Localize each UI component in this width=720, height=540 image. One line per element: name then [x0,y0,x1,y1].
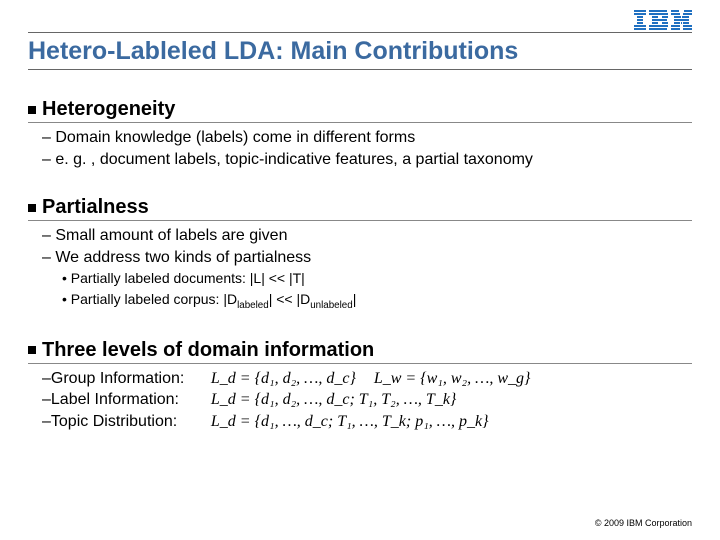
slide-title: Hetero-Lableled LDA: Main Contributions [28,37,692,66]
section-heterogeneity: Heterogeneity Domain knowledge (labels) … [28,98,692,170]
bullet-item: Small amount of labels are given [42,225,692,247]
math-expression: L_d = {d₁, d₂, …, d_c; T₁, T₂, …, T_k} [211,389,456,411]
bullet-item: Label Information: L_d = {d₁, d₂, …, d_c… [42,389,692,411]
bullet-item: Group Information: L_d = {d₁, d₂, …, d_c… [42,368,692,390]
text-fragment: | [353,291,357,307]
subscript: labeled [237,299,269,310]
rule-under-title [28,69,692,70]
square-bullet-icon [28,346,36,354]
row-label: Label Information: [51,389,201,411]
row-label: Group Information: [51,368,201,390]
text-fragment: | << |D [269,291,311,307]
subscript: unlabeled [310,299,353,310]
math-expression: L_d = {d₁, …, d_c; T₁, …, T_k; p₁, …, p_… [211,411,489,433]
square-bullet-icon [28,106,36,114]
bullet-item: Topic Distribution: L_d = {d₁, …, d_c; T… [42,411,692,433]
bullet-item: We address two kinds of partialness [42,247,692,269]
row-label: Topic Distribution: [51,411,201,433]
bullet-item: e. g. , document labels, topic-indicativ… [42,149,692,171]
section-partialness: Partialness Small amount of labels are g… [28,196,692,312]
rule-top [28,32,692,33]
heading-text: Heterogeneity [42,98,175,121]
sub-bullet-item: Partially labeled documents: |L| << |T| [62,268,692,288]
section-heading: Heterogeneity [28,98,692,123]
math-expression: L_w = {w₁, w₂, …, w_g} [374,368,531,390]
section-heading: Three levels of domain information [28,339,692,364]
ibm-logo [634,10,692,30]
heading-text: Three levels of domain information [42,339,374,362]
math-expression: L_d = {d₁, d₂, …, d_c} [211,368,356,390]
bullet-item: Domain knowledge (labels) come in differ… [42,127,692,149]
section-heading: Partialness [28,196,692,221]
section-three-levels: Three levels of domain information Group… [28,339,692,433]
sub-bullet-item: Partially labeled corpus: |Dlabeled| << … [62,289,692,313]
text-fragment: Partially labeled corpus: |D [71,291,237,307]
heading-text: Partialness [42,196,149,219]
copyright-text: © 2009 IBM Corporation [595,518,692,528]
square-bullet-icon [28,204,36,212]
